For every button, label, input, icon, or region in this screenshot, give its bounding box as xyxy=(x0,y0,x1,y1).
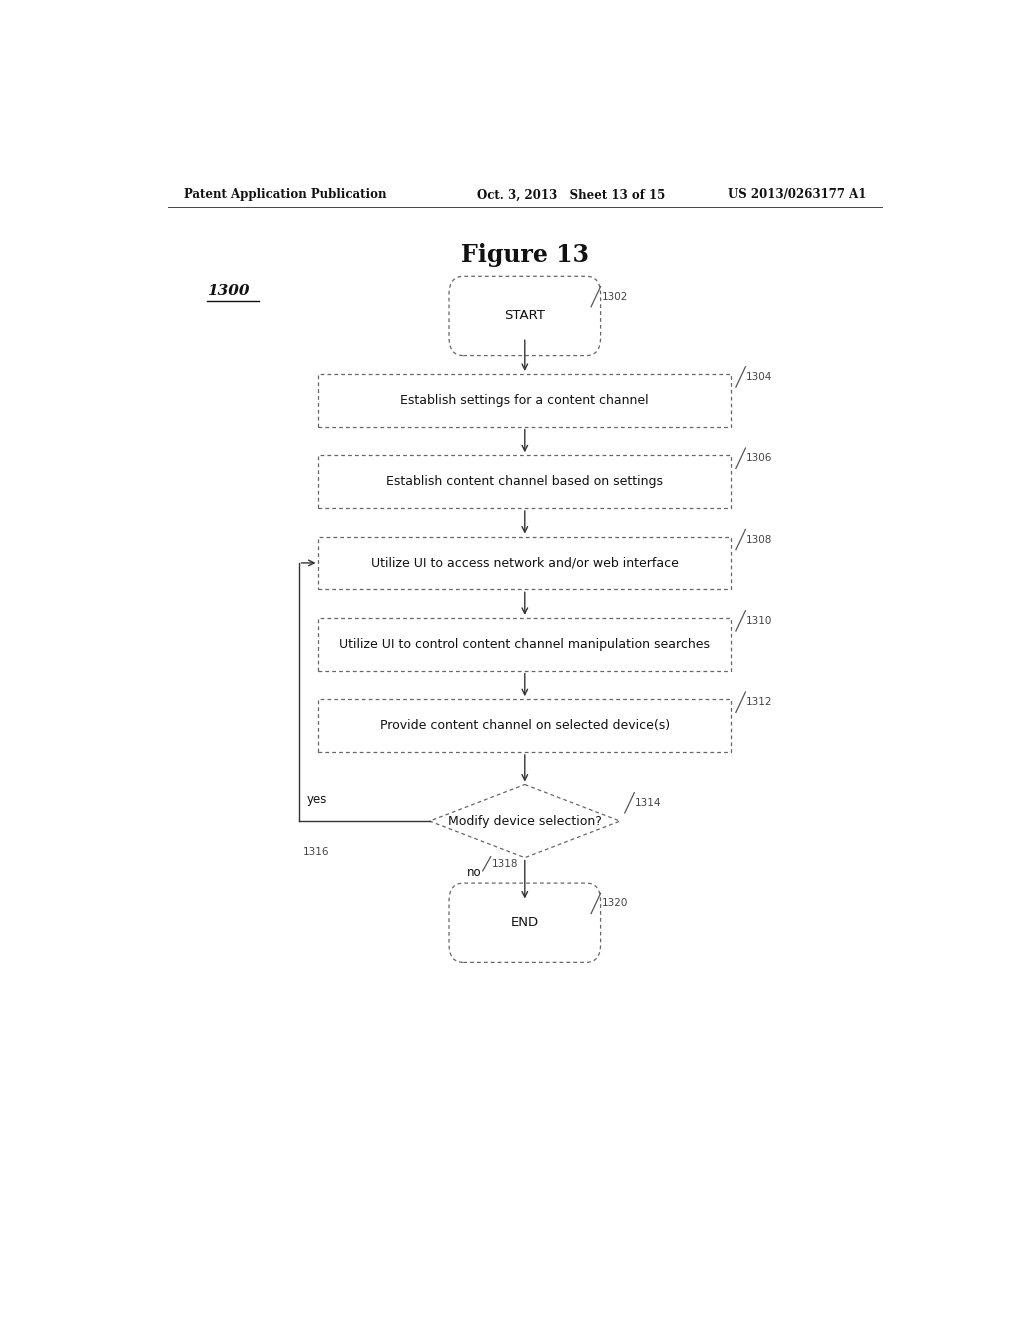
Text: END: END xyxy=(511,916,539,929)
Text: 1316: 1316 xyxy=(303,846,329,857)
Bar xyxy=(318,536,731,589)
Text: Establish settings for a content channel: Establish settings for a content channel xyxy=(400,393,649,407)
Text: Establish content channel based on settings: Establish content channel based on setti… xyxy=(386,475,664,488)
Text: Patent Application Publication: Patent Application Publication xyxy=(183,189,386,202)
Text: 1314: 1314 xyxy=(635,797,662,808)
Text: Provide content channel on selected device(s): Provide content channel on selected devi… xyxy=(380,719,670,733)
Text: 1306: 1306 xyxy=(746,453,772,463)
Text: yes: yes xyxy=(306,793,327,805)
Polygon shape xyxy=(430,784,620,858)
Text: 1318: 1318 xyxy=(492,859,518,869)
FancyBboxPatch shape xyxy=(449,276,601,355)
Bar xyxy=(318,374,731,426)
Text: no: no xyxy=(467,866,481,879)
Text: Utilize UI to control content channel manipulation searches: Utilize UI to control content channel ma… xyxy=(339,638,711,651)
Bar xyxy=(318,700,731,752)
Text: 1308: 1308 xyxy=(746,535,772,545)
Text: 1304: 1304 xyxy=(746,372,772,381)
Bar xyxy=(318,618,731,671)
Text: 1300: 1300 xyxy=(207,284,250,297)
Text: Figure 13: Figure 13 xyxy=(461,243,589,267)
Text: Oct. 3, 2013   Sheet 13 of 15: Oct. 3, 2013 Sheet 13 of 15 xyxy=(477,189,666,202)
Bar xyxy=(318,455,731,508)
FancyBboxPatch shape xyxy=(449,883,601,962)
Text: START: START xyxy=(505,309,545,322)
Text: Utilize UI to access network and/or web interface: Utilize UI to access network and/or web … xyxy=(371,557,679,569)
Text: 1312: 1312 xyxy=(746,697,773,708)
Text: 1310: 1310 xyxy=(746,616,772,626)
Text: 1320: 1320 xyxy=(601,899,628,908)
Text: US 2013/0263177 A1: US 2013/0263177 A1 xyxy=(728,189,866,202)
Text: Modify device selection?: Modify device selection? xyxy=(447,814,602,828)
Text: 1302: 1302 xyxy=(601,292,628,302)
